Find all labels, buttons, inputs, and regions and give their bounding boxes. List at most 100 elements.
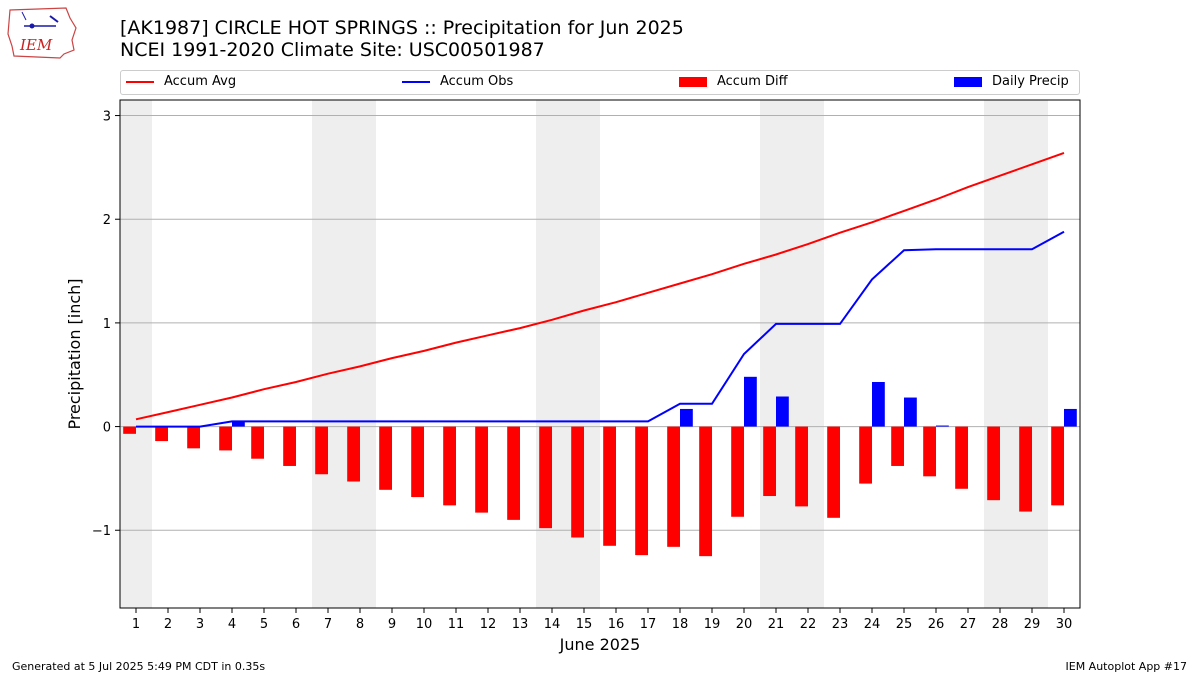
x-tick-label: 1 [132,617,140,632]
accum-diff-bar [283,426,296,466]
accum-diff-bar [411,426,424,498]
x-tick-label: 6 [292,617,300,632]
accum-diff-bar [891,426,904,466]
daily-precip-bar [1064,408,1077,427]
daily-precip-bar [776,396,789,427]
x-tick-label: 8 [356,617,364,632]
footer-app: IEM Autoplot App #17 [1065,660,1188,673]
x-tick-label: 16 [608,617,625,632]
weekend-band [536,100,568,608]
x-tick-label: 2 [164,617,172,632]
accum-avg-line [135,151,1065,421]
accum-diff-bar [955,426,968,489]
x-tick-label: 17 [640,617,657,632]
iowa-map-icon: IEM [7,7,77,59]
accum-diff-bar [219,426,232,451]
footer-generated: Generated at 5 Jul 2025 5:49 PM CDT in 0… [12,660,266,673]
accum-diff-bar [379,426,392,490]
title-line-1: [AK1987] CIRCLE HOT SPRINGS :: Precipita… [120,17,684,39]
y-axis-label: Precipitation [inch] [65,278,84,429]
plot-frame [119,99,1081,609]
x-tick-label: 25 [896,617,913,632]
chart-legend: Accum Avg Accum Obs Accum Diff Daily Pre… [120,70,1080,95]
accum-diff-bar [347,426,360,482]
accum-diff-bar [923,426,936,477]
x-tick-label: 23 [832,617,849,632]
x-tick-label: 10 [416,617,433,632]
accum-diff-bar [795,426,808,507]
y-tick-label: −1 [92,524,111,539]
x-tick-label: 9 [388,617,396,632]
x-tick-label: 11 [448,617,465,632]
y-tick-label: 0 [103,421,111,436]
legend-item-accum-diff: Accum Diff [679,74,788,89]
x-axis-label: June 2025 [559,635,641,654]
accum-diff-bar [731,426,744,517]
x-tick-label: 5 [260,617,268,632]
legend-label-accum-obs: Accum Obs [440,74,514,89]
accum-diff-bar [443,426,456,506]
accum-diff-bar [635,426,648,556]
accum-diff-bar [1019,426,1032,512]
accum-diff-bar [475,426,488,513]
accum-obs-line [136,230,1065,428]
legend-label-daily-precip: Daily Precip [992,74,1069,89]
accum-diff-bar [187,426,200,449]
daily-precip-bar [744,376,757,427]
weekend-band [120,100,152,608]
title-line-2: NCEI 1991-2020 Climate Site: USC00501987 [120,39,545,61]
legend-label-accum-avg: Accum Avg [164,74,237,89]
accum-diff-bar [603,426,616,546]
accum-diff-bar [987,426,1000,501]
legend-label-accum-diff: Accum Diff [717,74,788,89]
y-tick-label: 1 [103,317,111,332]
weekend-band [760,100,792,608]
weekend-band [792,100,824,608]
x-tick-label: 4 [228,617,236,632]
y-tick-label: 3 [103,110,111,125]
x-tick-label: 22 [800,617,817,632]
x-tick-label: 12 [480,617,497,632]
legend-item-accum-avg: Accum Avg [126,74,236,89]
x-tick-label: 19 [704,617,721,632]
chart-title: [AK1987] CIRCLE HOT SPRINGS :: Precipita… [120,17,684,61]
weekend-band [1016,100,1048,608]
accum-diff-bar [571,426,584,538]
weekend-band [984,100,1016,608]
x-tick-label: 28 [992,617,1009,632]
x-tick-label: 18 [672,617,689,632]
x-tick-label: 20 [736,617,753,632]
x-tick-label: 15 [576,617,593,632]
weekend-band [312,100,344,608]
daily-precip-bar [232,421,245,427]
x-tick-label: 3 [196,617,204,632]
legend-swatch-accum-obs [402,80,430,83]
accum-diff-bar [315,426,328,475]
accum-diff-bar [155,426,168,442]
legend-item-accum-obs: Accum Obs [402,74,513,89]
daily-precip-bar [680,408,693,427]
legend-item-daily-precip: Daily Precip [954,74,1069,89]
iem-logo: IEM [6,6,82,60]
accum-diff-bar [507,426,520,520]
legend-swatch-accum-avg [126,80,154,83]
x-tick-label: 29 [1024,617,1041,632]
accum-diff-bar [1051,426,1064,506]
y-tick-label: 2 [103,213,111,228]
x-tick-label: 13 [512,617,529,632]
daily-precip-bar [872,381,885,427]
accum-diff-bar [123,426,136,434]
x-tick-label: 24 [864,617,881,632]
accum-diff-bar [667,426,680,547]
x-tick-label: 7 [324,617,332,632]
legend-swatch-daily-precip [954,76,982,87]
legend-swatch-accum-diff [679,76,707,87]
x-tick-label: 21 [768,617,785,632]
accum-diff-bar [763,426,776,497]
logo-text: IEM [19,36,53,54]
accum-diff-bar [251,426,264,459]
weekend-band [344,100,376,608]
x-tick-label: 14 [544,617,561,632]
accum-diff-bar [539,426,552,529]
